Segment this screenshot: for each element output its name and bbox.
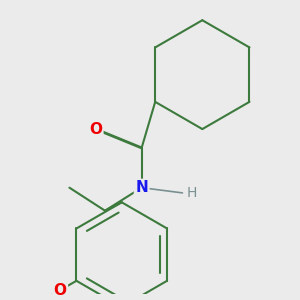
Text: H: H — [187, 186, 197, 200]
Text: O: O — [89, 122, 102, 136]
Text: O: O — [54, 283, 67, 298]
Text: N: N — [135, 180, 148, 195]
